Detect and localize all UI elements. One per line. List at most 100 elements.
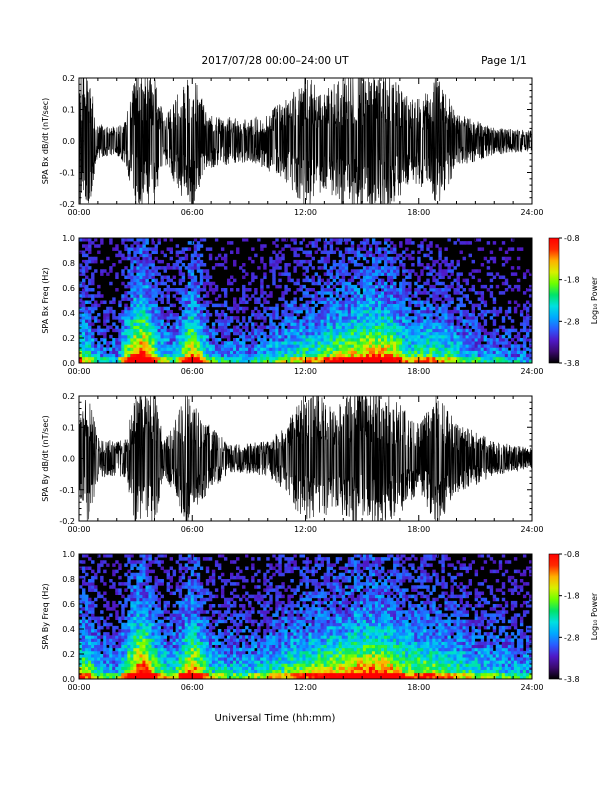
bx_spectrogram-cell bbox=[463, 332, 466, 336]
bx_spectrogram-cell bbox=[351, 285, 354, 289]
bx_spectrogram-cell bbox=[466, 344, 469, 348]
bx_spectrogram-cell bbox=[130, 326, 133, 330]
bx_spectrogram-cell bbox=[351, 347, 354, 351]
bx_spectrogram-cell bbox=[115, 326, 118, 330]
bx_spectrogram-cell bbox=[378, 266, 381, 270]
by_spectrogram-cell bbox=[88, 657, 91, 661]
bx_spectrogram-cell bbox=[133, 338, 136, 342]
bx_spectrogram-cell bbox=[302, 347, 305, 351]
bx_spectrogram-cell bbox=[188, 326, 191, 330]
bx_spectrogram-cell bbox=[151, 288, 154, 292]
by_spectrogram-cell bbox=[148, 673, 151, 677]
bx_spectrogram-cell bbox=[287, 335, 290, 339]
bx_spectrogram-cell bbox=[161, 310, 164, 314]
by_spectrogram-cell bbox=[88, 642, 91, 646]
bx_spectrogram-cell bbox=[248, 288, 251, 292]
bx_spectrogram-cell bbox=[142, 316, 145, 320]
bx_spectrogram-cell bbox=[399, 335, 402, 339]
by_spectrogram-cell bbox=[118, 582, 121, 586]
bx_spectrogram-cell bbox=[405, 313, 408, 317]
bx_spectrogram-cell bbox=[200, 326, 203, 330]
bx_spectrogram-cell bbox=[432, 313, 435, 317]
bx_spectrogram-cell bbox=[327, 347, 330, 351]
bx_spectrogram-cell bbox=[212, 354, 215, 358]
by_spectrogram-cell bbox=[112, 570, 115, 574]
bx_spectrogram-cell bbox=[287, 341, 290, 345]
by_spectrogram-cell bbox=[145, 563, 148, 567]
bx_spectrogram-cell bbox=[109, 354, 112, 358]
by_spectrogram-cell bbox=[145, 582, 148, 586]
bx_spectrogram-cell bbox=[339, 335, 342, 339]
bx_spectrogram-cell bbox=[453, 329, 456, 333]
bx_spectrogram-cell bbox=[197, 313, 200, 317]
bx_spectrogram-cell bbox=[417, 260, 420, 264]
bx_spectrogram-cell bbox=[179, 326, 182, 330]
bx_spectrogram-cell bbox=[324, 257, 327, 261]
bx_spectrogram-cell bbox=[179, 338, 182, 342]
bx_spectrogram-cell bbox=[124, 354, 127, 358]
bx_spectrogram-cell bbox=[514, 301, 517, 305]
bx_spectrogram-cell bbox=[372, 326, 375, 330]
bx_spectrogram-cell bbox=[197, 288, 200, 292]
by_spectrogram-cell bbox=[130, 620, 133, 624]
bx_spectrogram-cell bbox=[408, 338, 411, 342]
by_spectrogram-cell bbox=[118, 576, 121, 580]
bx_spectrogram-cell bbox=[390, 260, 393, 264]
bx_spectrogram-cell bbox=[460, 357, 463, 361]
bx_spectrogram-cell bbox=[336, 338, 339, 342]
bx_spectrogram-cell bbox=[417, 257, 420, 261]
bx_spectrogram-cell bbox=[254, 329, 257, 333]
bx_spectrogram-cell bbox=[466, 322, 469, 326]
bx_spectrogram-cell bbox=[85, 322, 88, 326]
bx_spectrogram-cell bbox=[324, 310, 327, 314]
bx_spectrogram-cell bbox=[155, 322, 158, 326]
bx_spectrogram-cell bbox=[299, 285, 302, 289]
bx_spectrogram-cell bbox=[206, 341, 209, 345]
bx_spectrogram-cell bbox=[155, 307, 158, 311]
bx_spectrogram-cell bbox=[387, 326, 390, 330]
bx_spectrogram-cell bbox=[426, 254, 429, 258]
bx_spectrogram-cell bbox=[251, 313, 254, 317]
bx_spectrogram-cell bbox=[85, 316, 88, 320]
bx_spectrogram-cell bbox=[306, 326, 309, 330]
bx_spectrogram-cell bbox=[333, 332, 336, 336]
bx_spectrogram-cell bbox=[91, 260, 94, 264]
bx_spectrogram-cell bbox=[457, 316, 460, 320]
bx_spectrogram-cell bbox=[399, 310, 402, 314]
bx_spectrogram-cell bbox=[321, 341, 324, 345]
bx_spectrogram-cell bbox=[121, 316, 124, 320]
bx_spectrogram-cell bbox=[321, 251, 324, 255]
bx_spectrogram-cell bbox=[402, 282, 405, 286]
bx_spectrogram-cell bbox=[266, 341, 269, 345]
bx_spectrogram-cell bbox=[466, 357, 469, 361]
by_spectrogram-cell bbox=[130, 595, 133, 599]
bx_spectrogram-cell bbox=[155, 301, 158, 305]
bx_spectrogram-cell bbox=[85, 269, 88, 273]
bx_spectrogram-cell bbox=[499, 335, 502, 339]
by_spectrogram-cell bbox=[88, 660, 91, 664]
bx_spectrogram-cell bbox=[299, 319, 302, 323]
bx_spectrogram-cell bbox=[151, 338, 154, 342]
bx_spectrogram-cell bbox=[242, 285, 245, 289]
bx_spectrogram-cell bbox=[167, 351, 170, 355]
bx_spectrogram-cell bbox=[145, 241, 148, 245]
bx_spectrogram-cell bbox=[251, 341, 254, 345]
bx_spectrogram-cell bbox=[351, 332, 354, 336]
bx_spectrogram-cell bbox=[142, 347, 145, 351]
bx_spectrogram-cell bbox=[115, 357, 118, 361]
bx_spectrogram-cell bbox=[151, 307, 154, 311]
bx_spectrogram-cell bbox=[161, 279, 164, 283]
bx_spectrogram-cell bbox=[97, 285, 100, 289]
bx_spectrogram-cell bbox=[363, 266, 366, 270]
bx_spectrogram-cell bbox=[302, 316, 305, 320]
bx_spectrogram-cell bbox=[203, 282, 206, 286]
by_spectrogram-cell bbox=[118, 617, 121, 621]
bx_spectrogram-cell bbox=[188, 319, 191, 323]
bx_spectrogram-cell bbox=[490, 294, 493, 298]
bx_spectrogram-cell bbox=[417, 244, 420, 248]
bx_spectrogram-cell bbox=[185, 347, 188, 351]
bx_spectrogram-cell bbox=[170, 310, 173, 314]
bx_spectrogram-cell bbox=[441, 272, 444, 276]
bx_spectrogram-cell bbox=[447, 322, 450, 326]
bx_spectrogram-cell bbox=[278, 297, 281, 301]
